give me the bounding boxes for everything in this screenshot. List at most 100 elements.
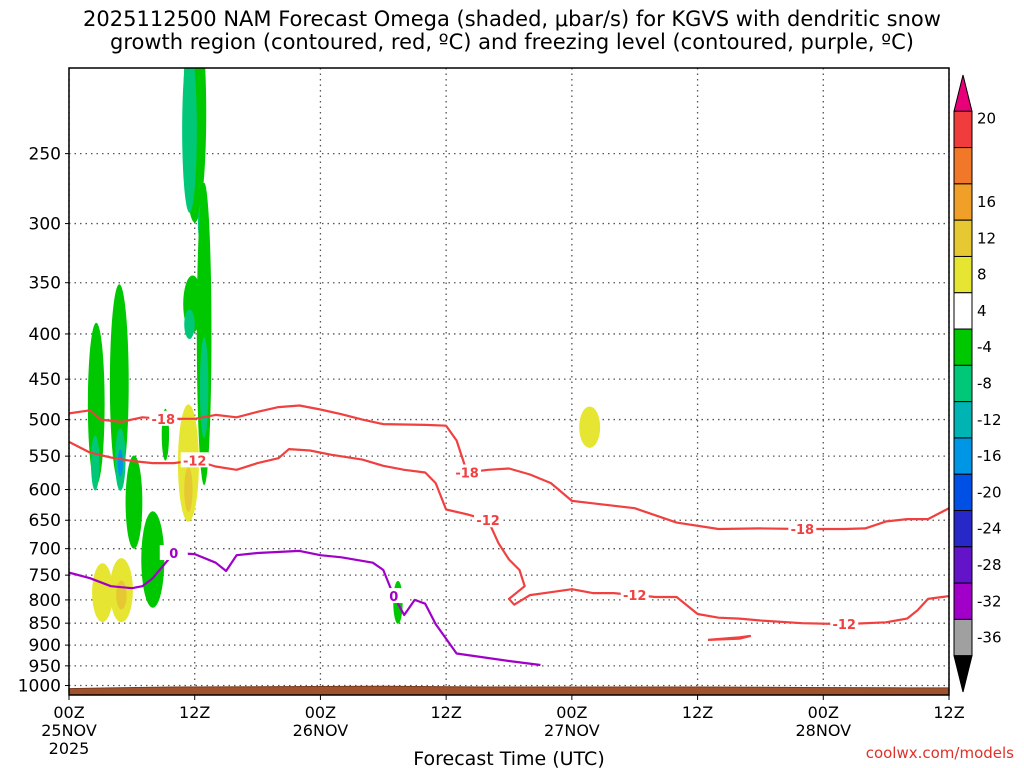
contour-label: -12 (183, 454, 207, 469)
colorbar-band (953, 546, 973, 584)
colorbar-label: 12 (977, 229, 996, 247)
x-tick-time-label: 12Z (179, 703, 210, 722)
y-tick-label: 500 (29, 411, 61, 431)
x-tick-date-label: 28NOV (795, 721, 851, 740)
contour-label-bg (159, 545, 188, 561)
colorbar-band (953, 437, 973, 475)
colorbar-band (953, 183, 973, 221)
y-tick-label: 250 (29, 145, 61, 165)
contour-label-bg (474, 512, 503, 528)
x-tick-year-label: 2025 (49, 739, 90, 758)
omega-shaded-region (125, 455, 143, 549)
omega-shaded-region (182, 68, 197, 213)
x-tick-time-label: 00Z (53, 703, 84, 722)
contour-label-bg (379, 588, 408, 604)
x-tick-date-label: 25NOV (41, 721, 97, 740)
plot-frame (68, 67, 950, 696)
contour-label: -18 (152, 413, 176, 428)
y-tick-label: 700 (29, 540, 61, 560)
site-credit: coolwx.com/models (865, 744, 1014, 762)
colorbar-label: 4 (977, 302, 987, 320)
terrain-ground (68, 685, 950, 696)
colorbar-band (953, 110, 973, 149)
chart-title: 2025112500 NAM Forecast Omega (shaded, μ… (0, 8, 1024, 54)
x-tick-time-label: 00Z (556, 703, 587, 722)
omega-shaded-region (117, 449, 123, 477)
colorbar-band (953, 292, 973, 330)
colorbar-label: -28 (977, 556, 1002, 574)
contour-labels: -18 -18 -18 -12 -12 -12 -12 0 0 (149, 410, 859, 633)
contour-label: 0 (389, 590, 398, 605)
colorbar-band (953, 219, 973, 257)
contour-label: 0 (169, 547, 178, 562)
colorbar-band (953, 582, 973, 620)
y-tick-label: 350 (29, 274, 61, 294)
omega-shaded-region (579, 406, 601, 448)
x-tick-date-label: 26NOV (293, 721, 349, 740)
contour-label-bg (788, 520, 817, 536)
colorbar-label: -20 (977, 483, 1002, 501)
y-tick-label: 450 (29, 370, 61, 390)
colorbar-label: -8 (977, 375, 992, 393)
colorbar-label: 16 (977, 193, 996, 211)
omega-shaded-region (109, 284, 129, 483)
x-tick-time-label: 00Z (305, 703, 336, 722)
colorbar-band (953, 147, 973, 185)
x-tick-time-label: 12Z (682, 703, 713, 722)
y-tick-label: 850 (29, 614, 61, 634)
contour-0-line (69, 549, 541, 667)
colorbar-label: 8 (977, 266, 987, 284)
omega-shaded-region (199, 337, 209, 438)
y-tick-label: 650 (29, 511, 61, 531)
y-tick-label: 400 (29, 325, 61, 345)
colorbar-band (953, 328, 973, 366)
colorbar-band (953, 510, 973, 548)
contour-label-bg (453, 464, 482, 480)
contour-label: -12 (476, 514, 500, 529)
colorbar-band (953, 401, 973, 439)
contour-label: -18 (791, 523, 815, 538)
x-axis-label: Forecast Time (UTC) (413, 748, 604, 768)
colorbar-label: -4 (977, 338, 992, 356)
y-tick-label: 950 (29, 657, 61, 677)
y-tick-label: 550 (29, 447, 61, 467)
colorbar-label: -36 (977, 629, 1002, 647)
colorbar-band (953, 618, 973, 657)
omega-shaded-region (184, 309, 195, 340)
contour-label: -18 (455, 467, 479, 482)
colorbar-cap-top (953, 74, 973, 112)
omega-shaded-region (92, 563, 113, 623)
contour-label-bg (180, 452, 209, 468)
title-line-1: 2025112500 NAM Forecast Omega (shaded, μ… (83, 7, 941, 31)
contour-label-bg (149, 410, 178, 426)
colorbar-label: -16 (977, 447, 1002, 465)
colorbar-band (953, 255, 973, 294)
contour-label: -12 (832, 618, 856, 633)
colorbar-band (953, 473, 973, 512)
x-tick-time-label: 12Z (430, 703, 461, 722)
contour-minus12-line (707, 634, 752, 641)
contour-label-bg (620, 587, 649, 603)
y-tick-label: 750 (29, 566, 61, 586)
y-tick-label: 1000 (18, 677, 61, 697)
colorbar-label: -24 (977, 520, 1002, 538)
x-tick-date-label: 27NOV (544, 721, 600, 740)
colorbar-label: 20 (977, 110, 996, 128)
contour-label: -12 (623, 589, 647, 604)
omega-shaded-region (184, 467, 193, 512)
grid-lines (68, 68, 950, 695)
y-tick-label: 900 (29, 636, 61, 656)
omega-shading (87, 68, 601, 624)
colorbar: 20 16 12 8 4 -4 -8 -12 -16 -20 -24 -28 -32 -36 (953, 74, 1002, 693)
omega-shaded-region (196, 182, 212, 486)
y-tick-label: 300 (29, 215, 61, 235)
omega-shaded-region (91, 435, 100, 491)
y-tick-label: 800 (29, 591, 61, 611)
omega-shaded-region (116, 580, 127, 610)
colorbar-cap-bottom (953, 655, 973, 693)
colorbar-label: -32 (977, 592, 1002, 610)
title-line-2: growth region (contoured, red, ºC) and f… (110, 30, 914, 54)
colorbar-label: -12 (977, 411, 1002, 429)
